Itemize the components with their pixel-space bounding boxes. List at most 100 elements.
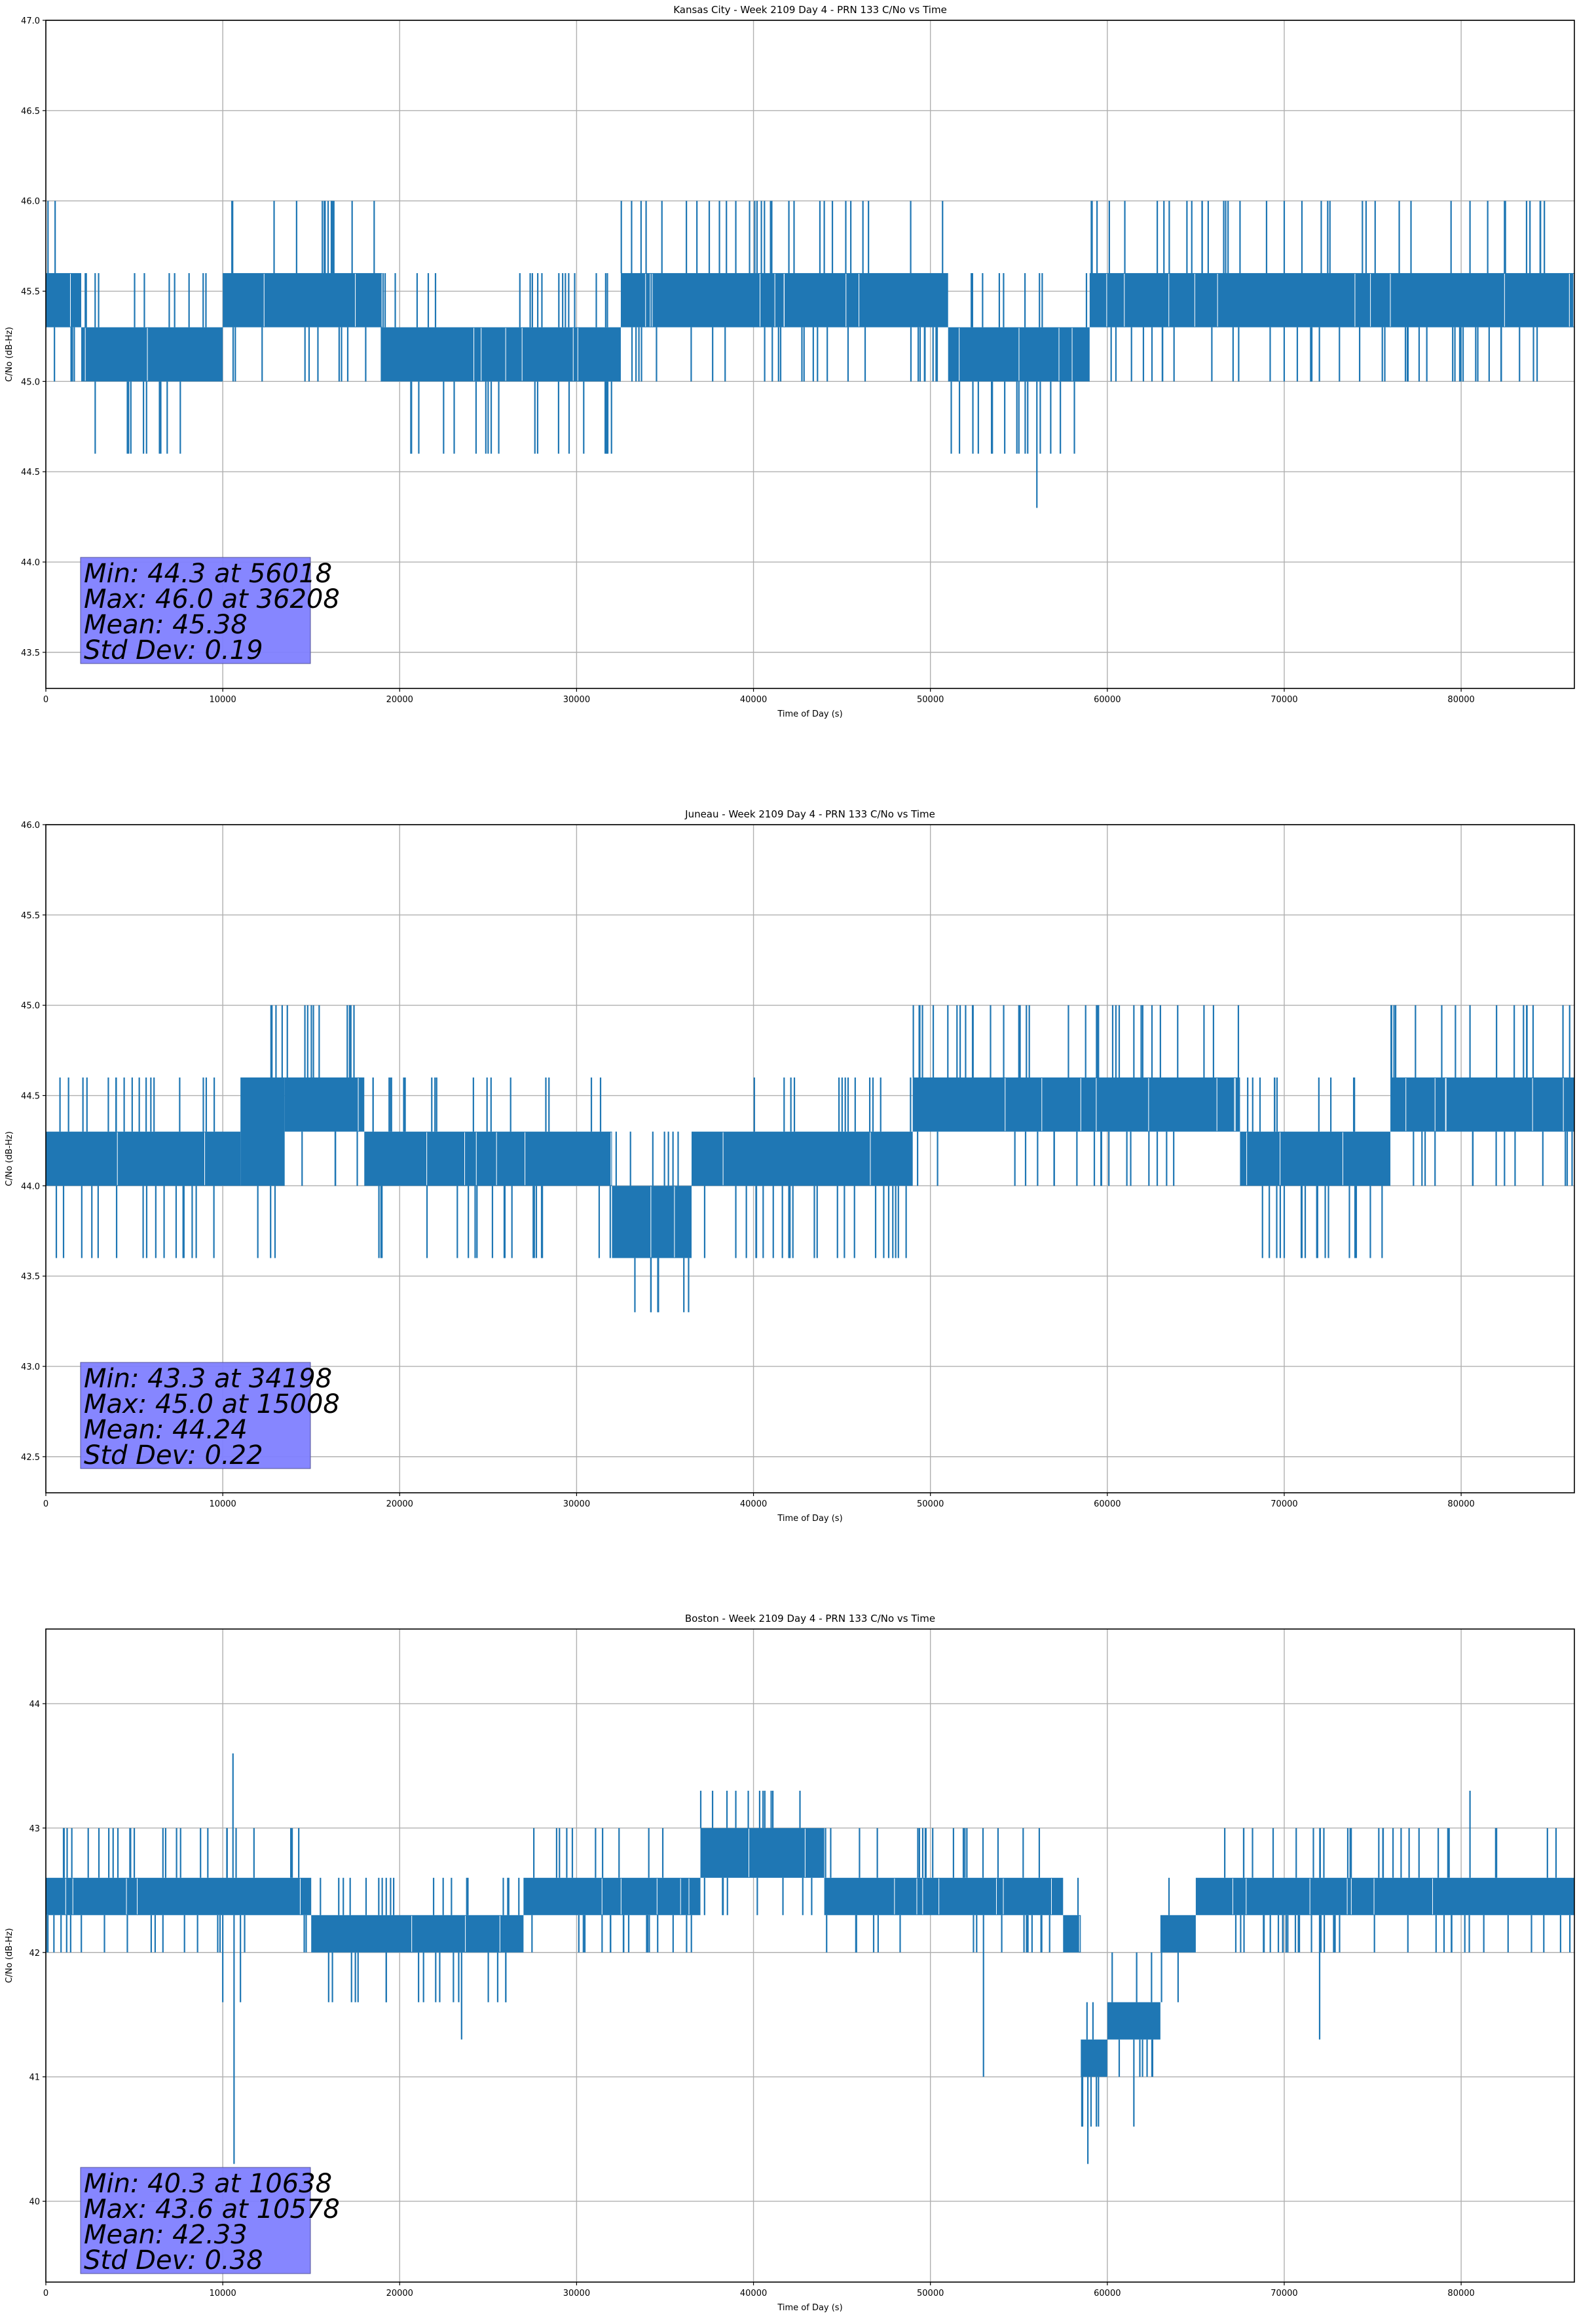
y-axis-label: C/No (dB-Hz)	[5, 327, 14, 382]
x-tick-label: 20000	[386, 695, 413, 705]
stats-max: Max: 46.0 at 36208	[84, 584, 340, 614]
y-tick-label: 40	[29, 2198, 40, 2207]
data-band	[912, 1077, 1240, 1132]
chart-title: Kansas City - Week 2109 Day 4 - PRN 133 …	[673, 4, 947, 16]
stats-mean: Mean: 44.24	[84, 1415, 248, 1445]
plot-frame	[45, 20, 1575, 689]
y-tick-label: 43.5	[21, 1272, 40, 1282]
stats-std-dev: Std Dev: 0.22	[84, 1440, 263, 1471]
data-band	[284, 1077, 365, 1132]
y-tick-label: 43.5	[21, 648, 40, 658]
stats-mean: Mean: 42.33	[84, 2220, 248, 2250]
stats-min: Min: 43.3 at 34198	[84, 1364, 332, 1394]
y-tick-label: 47.0	[21, 16, 40, 26]
x-tick-label: 0	[43, 2289, 48, 2298]
data-band	[1089, 272, 1574, 328]
chart-title: Juneau - Week 2109 Day 4 - PRN 133 C/No …	[684, 808, 935, 820]
y-tick-label: 44.0	[21, 558, 40, 568]
data-series	[46, 200, 1574, 508]
y-tick-label: 41	[29, 2073, 40, 2083]
x-axis-label: Time of Day (s)	[777, 1514, 842, 1524]
x-tick-label: 50000	[917, 1499, 944, 1509]
data-band	[1063, 1915, 1081, 1953]
data-band	[700, 1827, 825, 1878]
x-tick-label: 0	[43, 1499, 48, 1509]
x-tick-label: 70000	[1271, 1499, 1297, 1509]
x-tick-label: 80000	[1447, 2289, 1474, 2298]
y-tick-label: 44	[29, 1700, 40, 1710]
y-tick-label: 46.0	[21, 821, 40, 831]
x-tick-label: 10000	[209, 2289, 236, 2298]
data-band	[46, 1877, 312, 1915]
x-tick-label: 60000	[1094, 2289, 1121, 2298]
y-tick-label: 43	[29, 1824, 40, 1834]
x-axis-label: Time of Day (s)	[777, 709, 842, 719]
data-band	[382, 327, 621, 382]
data-band	[364, 1131, 612, 1186]
y-tick-label: 44.5	[21, 468, 40, 478]
chart-boston: Boston - Week 2109 Day 4 - PRN 133 C/No …	[5, 1613, 1575, 2313]
data-band	[240, 1077, 285, 1186]
chart-title: Boston - Week 2109 Day 4 - PRN 133 C/No …	[685, 1613, 935, 1624]
data-band	[692, 1131, 913, 1186]
data-band	[1240, 1131, 1391, 1186]
stats-box-background	[80, 1362, 311, 1469]
y-tick-label: 46.0	[21, 197, 40, 207]
y-axis-label: C/No (dB-Hz)	[5, 1131, 14, 1186]
stats-max: Max: 45.0 at 15008	[84, 1389, 340, 1419]
x-tick-label: 70000	[1271, 2289, 1297, 2298]
y-tick-label: 42.5	[21, 1453, 40, 1463]
data-band	[1390, 1077, 1574, 1132]
x-tick-label: 40000	[740, 2289, 767, 2298]
stats-box-background	[80, 557, 311, 664]
x-tick-label: 50000	[917, 2289, 944, 2298]
x-tick-label: 40000	[740, 695, 767, 705]
y-tick-label: 44.5	[21, 1092, 40, 1102]
stats-std-dev: Std Dev: 0.38	[84, 2245, 263, 2276]
data-band	[1195, 1877, 1574, 1915]
x-tick-label: 20000	[386, 1499, 413, 1509]
stats-std-dev: Std Dev: 0.19	[84, 635, 263, 665]
y-tick-label: 45.0	[21, 1002, 40, 1011]
plot-frame	[45, 1628, 1575, 2283]
x-tick-label: 30000	[563, 1499, 590, 1509]
data-band	[1107, 2002, 1160, 2040]
x-tick-label: 0	[43, 695, 48, 705]
data-band	[46, 272, 82, 328]
chart-panel-kansas-city: Kansas City - Week 2109 Day 4 - PRN 133 …	[0, 0, 1577, 730]
plot-frame	[45, 824, 1575, 1493]
y-axis-label: C/No (dB-Hz)	[5, 1928, 14, 1983]
data-band	[311, 1915, 524, 1953]
x-tick-label: 40000	[740, 1499, 767, 1509]
chart-panel-boston: Boston - Week 2109 Day 4 - PRN 133 C/No …	[0, 1609, 1577, 2324]
y-tick-label: 43.0	[21, 1362, 40, 1372]
data-series	[46, 1753, 1574, 2164]
data-band	[612, 1186, 692, 1258]
x-tick-label: 30000	[563, 695, 590, 705]
data-band	[223, 272, 382, 328]
data-band	[1160, 1915, 1196, 1953]
x-tick-label: 60000	[1094, 1499, 1121, 1509]
x-tick-label: 10000	[209, 1499, 236, 1509]
y-tick-label: 44.0	[21, 1182, 40, 1191]
stats-min: Min: 40.3 at 10638	[84, 2169, 332, 2199]
x-axis-label: Time of Day (s)	[777, 2303, 842, 2313]
stats-mean: Mean: 45.38	[84, 610, 248, 640]
x-tick-label: 70000	[1271, 695, 1297, 705]
data-series	[46, 1005, 1574, 1313]
stats-min: Min: 44.3 at 56018	[84, 559, 332, 589]
data-band	[46, 1131, 241, 1186]
data-band	[824, 1877, 1064, 1915]
y-tick-label: 45.5	[21, 911, 40, 921]
x-tick-label: 10000	[209, 695, 236, 705]
y-tick-label: 46.5	[21, 107, 40, 117]
x-tick-label: 80000	[1447, 1499, 1474, 1509]
data-band	[1081, 2039, 1107, 2077]
x-tick-label: 60000	[1094, 695, 1121, 705]
x-tick-label: 20000	[386, 2289, 413, 2298]
chart-juneau: Juneau - Week 2109 Day 4 - PRN 133 C/No …	[5, 808, 1575, 1524]
data-band	[523, 1877, 701, 1915]
